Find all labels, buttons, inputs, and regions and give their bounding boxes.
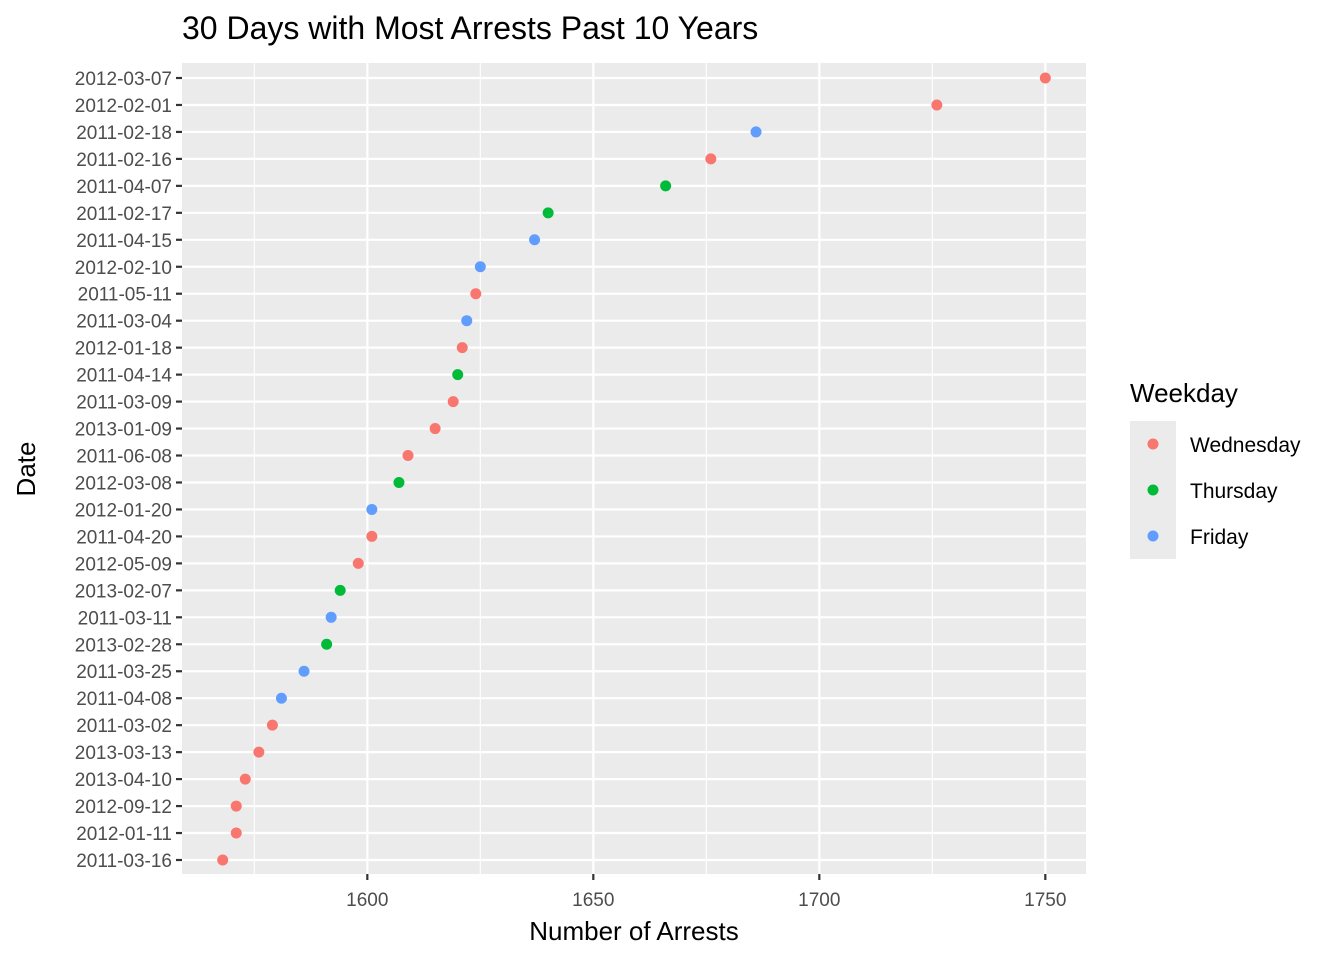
y-tick-label: 2011-04-07 — [76, 177, 172, 198]
legend-key-dot — [1147, 484, 1159, 496]
x-tick-label: 1600 — [346, 890, 388, 911]
y-tick-label: 2013-02-07 — [75, 581, 172, 602]
y-tick-label: 2011-03-04 — [76, 312, 172, 333]
data-point — [239, 773, 251, 785]
y-tick-label: 2013-03-13 — [75, 743, 172, 764]
legend-label: Thursday — [1190, 480, 1278, 503]
data-point — [393, 476, 405, 488]
y-tick-label: 2013-04-10 — [75, 770, 172, 791]
y-tick-label: 2011-03-16 — [76, 851, 172, 872]
data-point — [1039, 72, 1051, 84]
data-point — [230, 827, 242, 839]
data-point — [325, 611, 337, 623]
legend: Weekday Wednesday Thursday Friday — [1130, 378, 1301, 559]
plot-panel — [182, 63, 1086, 874]
y-tick-label: 2012-01-20 — [75, 500, 172, 521]
data-point — [660, 180, 672, 192]
data-point — [705, 153, 717, 165]
data-point — [542, 207, 554, 219]
y-axis-ticks: 2012-03-07 2012-02-01 2011-02-18 2011-02-16… — [75, 69, 182, 872]
data-point — [266, 719, 278, 731]
x-tick-label: 1650 — [572, 890, 614, 911]
data-point — [366, 530, 378, 542]
legend-title: Weekday — [1130, 378, 1238, 408]
data-point — [470, 288, 482, 300]
data-point — [298, 665, 310, 677]
data-point — [529, 234, 541, 246]
data-point — [750, 126, 762, 138]
y-tick-label: 2011-04-20 — [76, 527, 172, 548]
data-point — [461, 315, 473, 327]
legend-key-dot — [1147, 438, 1159, 450]
x-axis-ticks: 1600 1650 1700 1750 — [346, 874, 1066, 911]
y-tick-label: 2013-01-09 — [75, 420, 172, 441]
x-axis-title: Number of Arrests — [529, 916, 739, 946]
data-point — [352, 557, 364, 569]
data-point — [217, 854, 229, 866]
data-point — [474, 261, 486, 273]
y-tick-label: 2011-03-09 — [76, 393, 172, 414]
y-tick-label: 2011-03-25 — [76, 662, 172, 683]
chart-title: 30 Days with Most Arrests Past 10 Years — [182, 10, 758, 46]
minor-gridlines — [253, 63, 933, 874]
y-tick-label: 2012-03-08 — [75, 473, 172, 494]
y-tick-label: 2011-02-18 — [76, 123, 172, 144]
y-tick-label: 2011-05-11 — [78, 285, 172, 306]
legend-key-dot — [1147, 530, 1159, 542]
x-tick-label: 1750 — [1024, 890, 1066, 911]
data-point — [321, 638, 333, 650]
y-tick-label: 2013-02-28 — [75, 635, 172, 656]
legend-label: Friday — [1190, 526, 1249, 549]
data-point — [452, 369, 464, 381]
y-tick-label: 2011-02-17 — [76, 204, 172, 225]
data-point — [402, 450, 414, 462]
y-tick-label: 2012-03-07 — [75, 69, 172, 90]
y-tick-label: 2012-02-10 — [75, 258, 172, 279]
legend-label: Wednesday — [1190, 434, 1301, 457]
y-tick-label: 2012-05-09 — [75, 554, 172, 575]
y-axis-title: Date — [11, 442, 41, 497]
data-point — [931, 99, 943, 111]
y-tick-label: 2011-06-08 — [76, 447, 172, 468]
y-tick-label: 2011-04-14 — [76, 366, 172, 387]
y-tick-label: 2012-01-11 — [76, 824, 172, 845]
data-point — [366, 503, 378, 515]
y-tick-label: 2012-09-12 — [75, 797, 172, 818]
data-point — [456, 342, 468, 354]
data-point — [275, 692, 287, 704]
x-tick-label: 1700 — [798, 890, 840, 911]
y-tick-label: 2011-03-02 — [76, 716, 172, 737]
y-tick-label: 2012-02-01 — [75, 96, 172, 117]
data-point — [230, 800, 242, 812]
y-tick-label: 2011-03-11 — [78, 608, 172, 629]
data-point — [253, 746, 265, 758]
y-tick-label: 2012-01-18 — [75, 339, 172, 360]
data-point — [429, 423, 441, 435]
data-point — [334, 584, 346, 596]
data-points — [217, 72, 1051, 866]
y-tick-label: 2011-04-08 — [76, 689, 172, 710]
legend-entries: Wednesday Thursday Friday — [1147, 434, 1301, 549]
data-point — [447, 396, 459, 408]
y-tick-label: 2011-02-16 — [76, 150, 172, 171]
y-tick-label: 2011-04-15 — [76, 231, 172, 252]
major-gridlines — [182, 63, 1086, 874]
